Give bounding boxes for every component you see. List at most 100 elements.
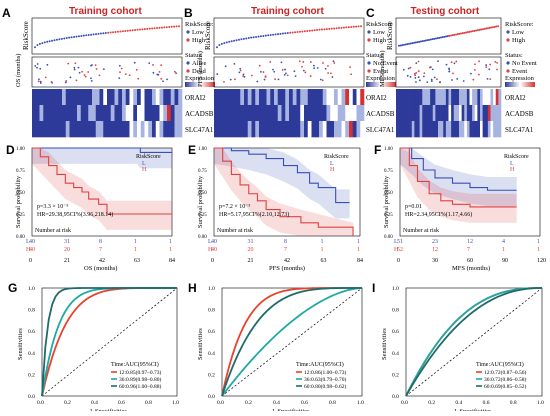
risk-point xyxy=(43,41,46,44)
risk-point xyxy=(320,28,323,31)
status-point xyxy=(128,74,131,77)
roc-ytick: 1.0 xyxy=(392,286,399,292)
heatmap-cell xyxy=(35,89,40,106)
status-point xyxy=(242,75,245,78)
heatmap-cell xyxy=(411,121,415,138)
status-point xyxy=(417,70,420,72)
roc-ytick: 0.6 xyxy=(28,329,35,335)
heatmap-cell xyxy=(152,89,157,106)
heatmap-cell xyxy=(337,105,342,122)
risk-row-value: 8 xyxy=(99,239,102,245)
heatmap-cell xyxy=(114,121,119,138)
risk-point xyxy=(444,35,447,38)
heatmap-cell xyxy=(54,121,59,138)
status-point xyxy=(415,62,418,64)
heatmap-cell xyxy=(148,105,153,122)
status-point xyxy=(73,66,76,69)
km-legend-h: H xyxy=(510,167,515,173)
heatmap-cell xyxy=(490,121,494,138)
heatmap-cell xyxy=(133,89,138,106)
heatmap-cell xyxy=(270,121,275,138)
heatmap-cell xyxy=(461,105,465,122)
status-point xyxy=(426,81,429,84)
heatmap-cell xyxy=(427,121,431,138)
heatmap-cell xyxy=(247,105,252,122)
heatmap-cell xyxy=(459,89,462,106)
risk-point xyxy=(272,33,275,36)
heatmap-cell xyxy=(144,105,149,122)
status-point xyxy=(451,79,453,81)
risk-point xyxy=(168,25,171,28)
km-xtick: 63 xyxy=(321,258,327,264)
risk-point xyxy=(104,31,107,34)
risk-row-value: 1 xyxy=(357,239,360,245)
heatmap-cell xyxy=(266,121,271,138)
gene-label: ORAI2 xyxy=(505,94,526,102)
risk-point xyxy=(255,35,258,38)
risk-point xyxy=(75,35,78,38)
heatmap-cell xyxy=(39,121,44,138)
status-point xyxy=(422,75,425,78)
status-point xyxy=(417,76,420,79)
heatmap-cell xyxy=(69,121,74,138)
roc-plot-frame xyxy=(221,287,363,397)
roc-xtick: 0.8 xyxy=(510,400,517,406)
status-point xyxy=(485,64,488,66)
risk-point xyxy=(296,30,299,33)
risk-point xyxy=(460,32,463,35)
risk-point xyxy=(136,28,139,31)
roc-legend-item: 60:0.80(0.98–0.62) xyxy=(304,383,346,390)
risk-point xyxy=(126,29,129,32)
risk-score-ylabel: RiskScore xyxy=(386,21,394,50)
risk-point xyxy=(60,37,63,40)
risk-row-value: 51 xyxy=(397,239,403,245)
risk-point xyxy=(252,36,255,39)
roc-ytick: 0.8 xyxy=(28,308,35,314)
heatmap-cell xyxy=(498,89,502,106)
risk-row-value: 7 xyxy=(284,247,287,253)
risk-point xyxy=(443,35,446,38)
status-point xyxy=(67,62,70,65)
heatmap-cell xyxy=(469,121,473,138)
heatmap-cell xyxy=(170,105,175,122)
roc-ytick: 0.4 xyxy=(208,351,215,357)
heatmap-cell xyxy=(270,105,275,122)
legend-dot-status-0 xyxy=(186,61,190,65)
heatmap-cell xyxy=(274,121,279,138)
km-curve-h xyxy=(214,147,354,236)
status-point xyxy=(415,81,417,83)
km-xtick: 84 xyxy=(169,258,175,264)
risk-point xyxy=(316,29,319,32)
heatmap-cell xyxy=(163,105,168,122)
km-xtick: 0 xyxy=(211,258,214,264)
heatmap-cell xyxy=(456,121,460,138)
risk-point xyxy=(124,29,127,32)
risk-point xyxy=(220,42,223,45)
risk-point xyxy=(134,29,137,32)
status-point xyxy=(431,68,434,71)
km-xtick: 21 xyxy=(64,258,70,264)
legend-status-title: Status: xyxy=(185,52,203,59)
panel-title: Training cohort xyxy=(251,6,324,17)
heatmap-cell xyxy=(445,89,449,106)
heatmap-cell xyxy=(345,89,350,106)
risk-point xyxy=(406,43,409,46)
legend-dot-low xyxy=(506,30,510,34)
status-box xyxy=(213,56,365,88)
risk-point xyxy=(419,40,422,43)
status-point xyxy=(274,78,276,81)
status-point xyxy=(38,78,40,81)
roc-ytick: 0.4 xyxy=(392,351,399,357)
roc-ytick: 0.0 xyxy=(392,394,399,400)
risk-point xyxy=(330,27,333,30)
heatmap-cell xyxy=(406,121,410,138)
status-point xyxy=(239,69,242,72)
roc-ytick: 0.8 xyxy=(392,308,399,314)
km-p-value: p=3.3 × 10⁻⁵ xyxy=(37,204,69,210)
heatmap-cell xyxy=(427,89,431,106)
heatmap-cell xyxy=(43,105,48,122)
heatmap-cell xyxy=(159,105,164,122)
risk-point xyxy=(465,31,468,34)
roc-ytick: 0.6 xyxy=(392,329,399,335)
